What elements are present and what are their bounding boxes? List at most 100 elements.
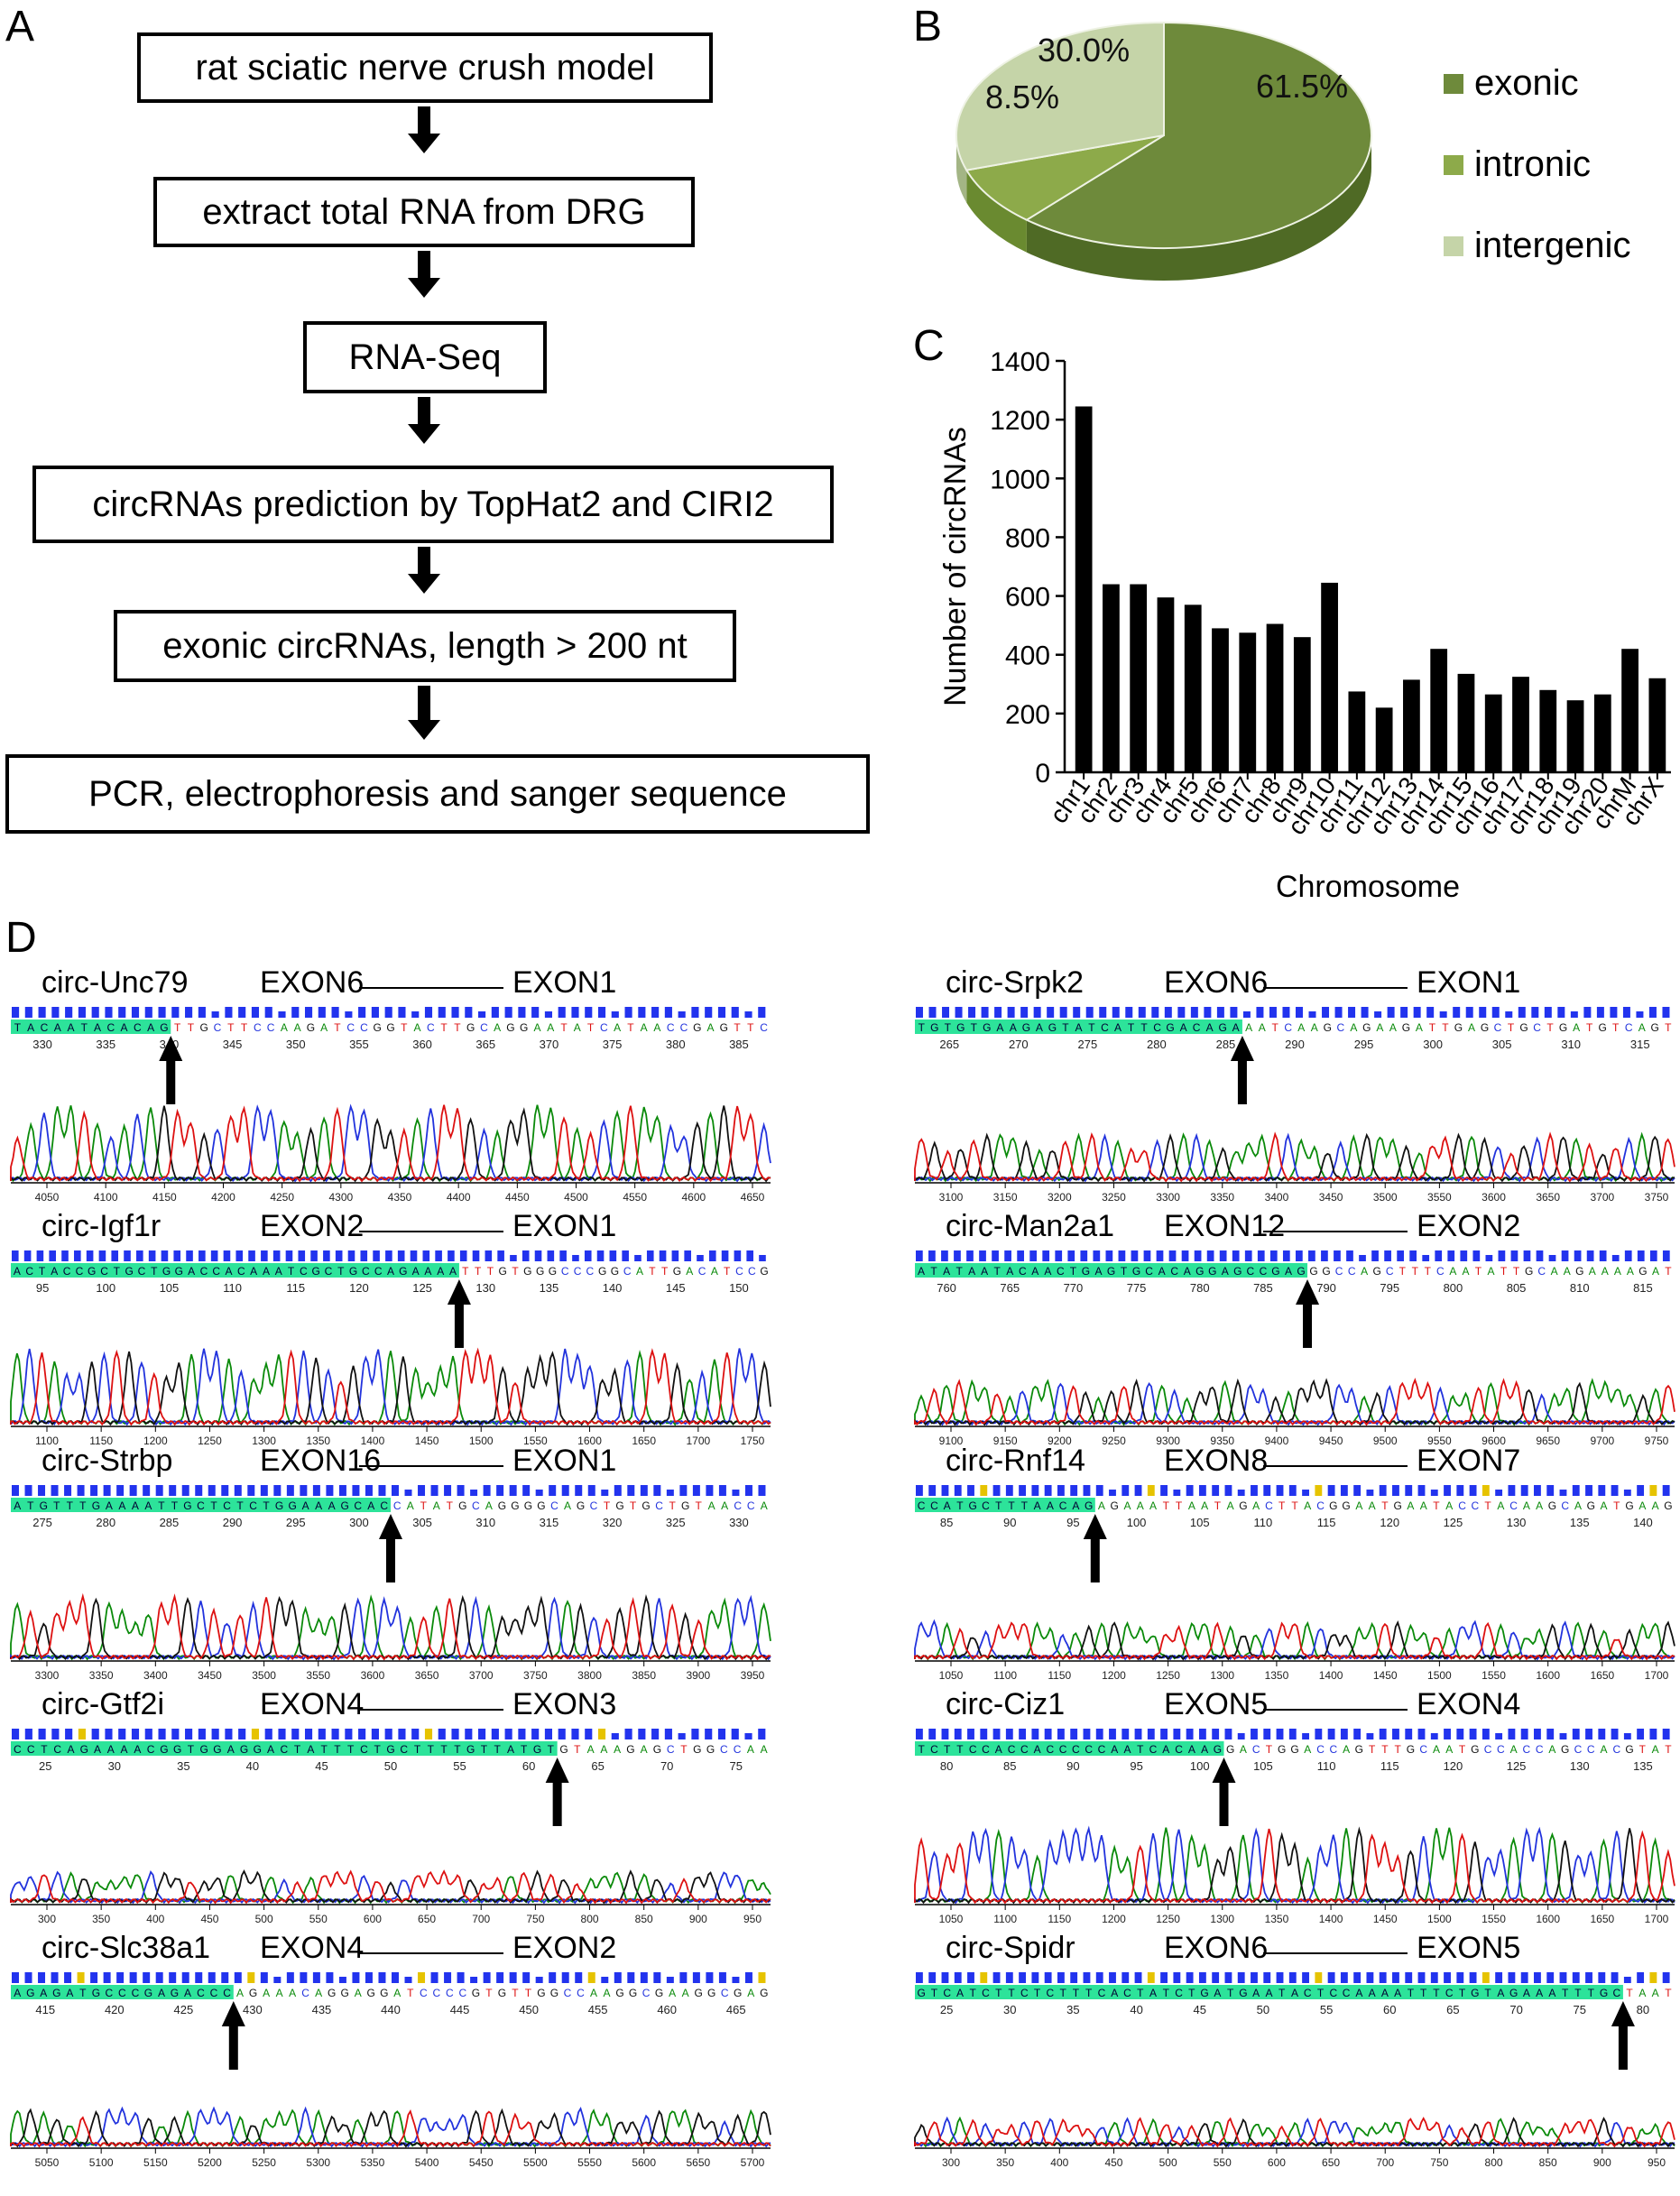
base-call: A [761, 1743, 768, 1756]
position-label: 275 [32, 1516, 52, 1529]
trace-tick-label: 700 [1376, 2156, 1394, 2169]
chromatogram-A [10, 1104, 771, 1183]
quality-bar [758, 1007, 766, 1018]
base-call: T [724, 1265, 731, 1278]
quality-bar [1495, 1490, 1503, 1496]
quality-bar [572, 1255, 579, 1261]
base-call: C [1561, 1499, 1569, 1512]
base-call: A [564, 1499, 571, 1512]
quality-bar [392, 1972, 399, 1983]
quality-bar [1392, 1972, 1399, 1983]
position-label: 285 [1216, 1038, 1236, 1051]
base-call: T [1140, 1021, 1148, 1034]
base-call: A [1291, 1987, 1298, 1999]
quality-bar [1334, 1007, 1343, 1018]
pie-slice-intronic [965, 134, 1165, 221]
base-call: A [118, 1499, 125, 1512]
quality-bar [638, 1007, 646, 1018]
trace-tick-label: 3100 [939, 1191, 964, 1204]
quality-bar [653, 1972, 661, 1983]
base-call: A [547, 1021, 554, 1034]
position-label: 790 [1316, 1281, 1336, 1295]
position-label: 325 [666, 1516, 686, 1529]
trace-tick-label: 1700 [1645, 1913, 1669, 1925]
trace-name: circ-Igf1r [42, 1209, 162, 1243]
base-call: C [223, 1987, 231, 1999]
bar-chr15 [1457, 673, 1475, 772]
position-label: 40 [1130, 2003, 1142, 2016]
position-label: 130 [1507, 1516, 1527, 1529]
quality-bar [186, 1250, 193, 1261]
quality-bar [744, 1972, 752, 1983]
base-call: T [347, 1743, 355, 1756]
base-call: C [1386, 1265, 1394, 1278]
base-call: A [636, 1265, 643, 1278]
quality-bar [251, 1007, 260, 1018]
base-call: C [1574, 1743, 1583, 1756]
base-call: A [1034, 1499, 1041, 1512]
quality-bar [697, 1255, 704, 1261]
exon-left: EXON8 [1164, 1444, 1269, 1478]
base-call: C [642, 1987, 651, 1999]
base-call: A [144, 1499, 152, 1512]
position-label: 90 [1066, 1759, 1079, 1773]
quality-bar [1095, 1729, 1103, 1739]
base-call: C [25, 1265, 33, 1278]
quality-bar [1572, 1972, 1580, 1983]
trace-tick-label: 1650 [1590, 1913, 1614, 1925]
base-call: C [600, 1021, 608, 1034]
base-call: T [320, 1743, 328, 1756]
base-call: G [160, 1743, 168, 1756]
base-call: A [1601, 1499, 1608, 1512]
position-label: 75 [729, 1759, 742, 1773]
trace-tick-label: 750 [526, 1913, 544, 1925]
base-call: T [1073, 1987, 1080, 1999]
position-label: 465 [726, 2003, 746, 2016]
base-call: A [533, 1021, 540, 1034]
junction-arrow-icon [166, 1057, 176, 1104]
base-call: C [1316, 1499, 1325, 1512]
trace-tick-label: 1750 [741, 1435, 765, 1447]
exon-left: EXON4 [260, 1931, 365, 1965]
quality-bar [1546, 1729, 1555, 1739]
quality-bar [609, 1250, 617, 1261]
base-call: T [1137, 1743, 1144, 1756]
base-call: T [481, 1743, 488, 1756]
base-call: T [1459, 1743, 1466, 1756]
quality-bar [758, 1485, 766, 1496]
base-call: C [1284, 1021, 1292, 1034]
bar-chr8 [1266, 623, 1284, 772]
base-call: T [995, 1987, 1002, 1999]
quality-bar [345, 1729, 353, 1739]
quality-bar [1315, 1485, 1323, 1496]
quality-bar [1649, 1729, 1657, 1739]
quality-bar [181, 1972, 189, 1983]
base-call: T [1459, 1987, 1466, 1999]
base-call: C [53, 1743, 61, 1756]
base-call: G [213, 1743, 221, 1756]
base-call: G [734, 1987, 742, 1999]
quality-bar [448, 1250, 455, 1261]
position-label: 455 [588, 2003, 608, 2016]
quality-bar [1212, 1729, 1220, 1739]
quality-bar [509, 1972, 517, 1983]
quality-bar [1353, 1485, 1362, 1496]
bar-chr13 [1403, 679, 1420, 772]
trace-tick-label: 3350 [1210, 1191, 1234, 1204]
position-label: 445 [450, 2003, 470, 2016]
quality-bar [1359, 1255, 1366, 1261]
base-call: G [1082, 1265, 1090, 1278]
base-call: T [41, 1743, 48, 1756]
quality-bar [575, 1972, 583, 1983]
quality-bar [304, 1729, 313, 1739]
quality-bar [1662, 1972, 1670, 1983]
bar-chr5 [1184, 604, 1202, 772]
quality-bar [78, 1007, 86, 1018]
base-call: G [642, 1499, 650, 1512]
trace-tick-label: 3400 [143, 1669, 168, 1682]
base-call: G [1362, 1021, 1371, 1034]
quality-bar [1044, 1729, 1052, 1739]
trace-tick-label: 400 [1050, 2156, 1068, 2169]
base-call: T [1278, 1987, 1286, 1999]
